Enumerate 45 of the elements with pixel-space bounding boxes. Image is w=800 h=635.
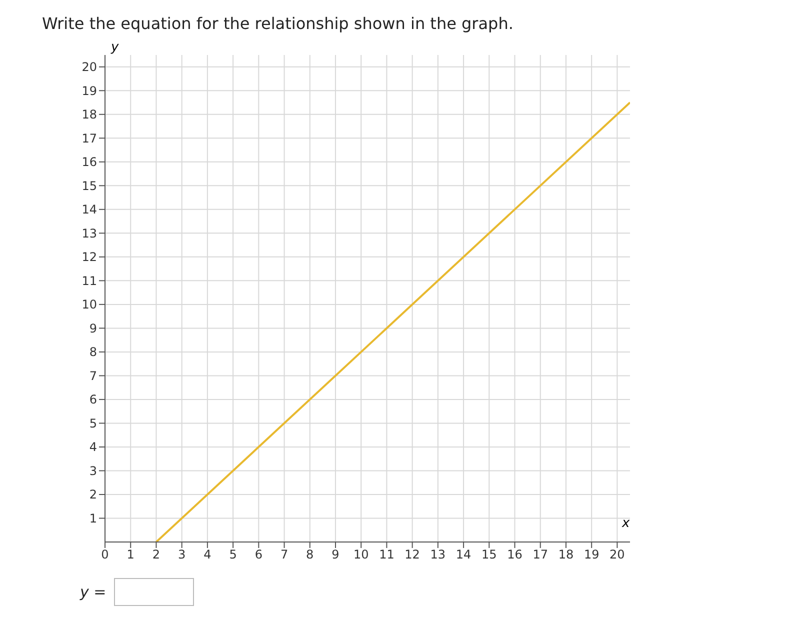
y-tick-label: 16 (82, 155, 97, 170)
x-tick-label: 12 (404, 548, 420, 562)
x-tick-label: 13 (430, 548, 446, 562)
y-tick-label: 12 (82, 250, 97, 264)
y-tick-label: 14 (82, 202, 97, 217)
x-tick-label: 18 (558, 548, 574, 562)
x-tick-label: 20 (610, 548, 625, 562)
y-tick-label: 9 (89, 321, 97, 336)
y-tick-label: 8 (89, 345, 97, 360)
x-tick-label: 1 (126, 548, 134, 562)
y-tick-label: 13 (82, 226, 97, 240)
y-tick-label: 18 (82, 108, 97, 122)
x-tick-label: 7 (280, 548, 288, 562)
x-tick-label: 17 (532, 548, 548, 562)
x-tick-label: 3 (178, 548, 186, 562)
x-tick-label: 16 (507, 548, 522, 562)
x-tick-label: 2 (152, 548, 160, 562)
y-tick-label: 6 (89, 392, 97, 407)
x-tick-label: 0 (101, 548, 109, 562)
x-tick-label: 10 (353, 548, 369, 562)
y-tick-label: 17 (82, 131, 97, 146)
x-tick-label: 9 (332, 548, 340, 562)
y-tick-label: 20 (82, 60, 97, 74)
y-tick-label: 5 (89, 416, 97, 430)
x-axis-title: x (622, 516, 630, 531)
y-tick-label: 4 (89, 440, 97, 454)
y-tick-label: 19 (82, 84, 97, 98)
x-tick-label: 19 (584, 548, 600, 562)
y-axis-title: y (111, 40, 119, 55)
y-tick-label: 7 (89, 368, 97, 383)
y-tick-label: 11 (82, 274, 97, 288)
x-tick-label: 4 (204, 548, 212, 562)
x-tick-label: 11 (379, 548, 394, 562)
y-tick-label: 15 (82, 178, 97, 193)
x-tick-label: 5 (229, 548, 237, 562)
text: y = (80, 583, 106, 601)
chart-title: Write the equation for the relationship shown in the graph. (42, 14, 514, 33)
y-tick-label: 10 (82, 298, 97, 312)
y-tick-label: 2 (89, 488, 97, 502)
x-tick-label: 6 (254, 548, 262, 562)
y-tick-label: 1 (89, 512, 97, 526)
x-tick-label: 8 (306, 548, 314, 562)
x-tick-label: 15 (482, 548, 497, 562)
x-tick-label: 14 (456, 548, 472, 562)
y-tick-label: 3 (89, 464, 97, 478)
